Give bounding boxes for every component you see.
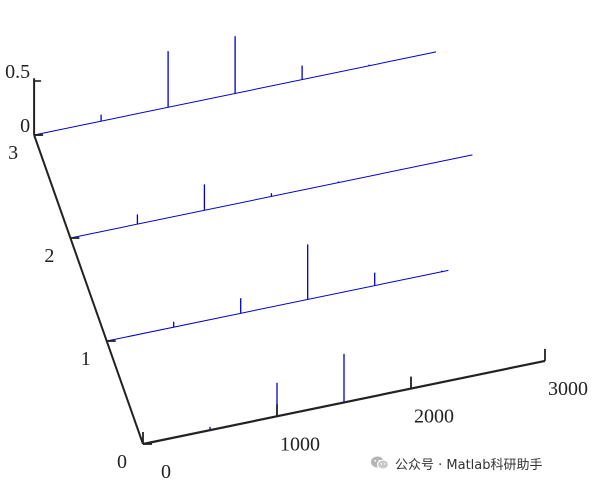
y-tick-label-1: 1: [81, 348, 91, 370]
series-3: [33, 36, 437, 136]
wechat-icon: [371, 456, 389, 470]
x-tick-label-3: 3000: [548, 378, 588, 400]
y-axis-line: [33, 134, 144, 445]
watermark: 公众号 · Matlab科研助手: [370, 452, 543, 474]
x-tick-label-1: 1000: [280, 433, 320, 455]
y-tick-label-0: 0: [117, 451, 127, 473]
watermark-text: 公众号 · Matlab科研助手: [395, 457, 543, 473]
series-1-baseline: [106, 269, 449, 342]
series-traces: [33, 36, 546, 445]
z-tick-label-0: 0: [20, 115, 30, 137]
series-1: [106, 244, 449, 342]
x-axis-line: [142, 359, 546, 446]
x-tick-label-0: 0: [161, 461, 171, 483]
y-tick-label-2: 2: [44, 245, 54, 267]
z-tick-label-1: 0.5: [5, 61, 30, 83]
x-tick-label-2: 2000: [414, 406, 454, 428]
series-2: [70, 154, 473, 239]
axes: [33, 78, 546, 446]
y-tick-label-3: 3: [8, 142, 18, 164]
